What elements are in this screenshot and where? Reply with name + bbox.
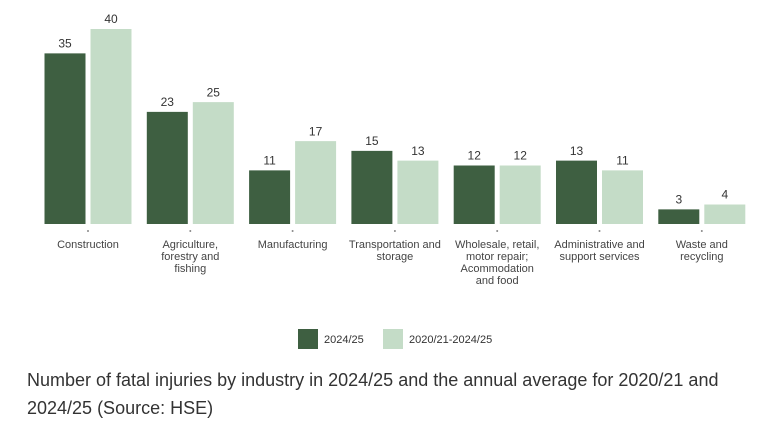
bar xyxy=(192,102,234,224)
bar xyxy=(602,170,643,224)
x-tick-label: Transportation and storage xyxy=(348,239,441,263)
value-label: 12 xyxy=(514,149,528,163)
x-tick-label: Agriculture, forestry and fishing xyxy=(161,239,220,275)
bar xyxy=(556,160,597,224)
value-label: 4 xyxy=(721,188,728,202)
x-tick-label: Construction xyxy=(57,239,119,251)
value-label: 23 xyxy=(161,95,175,109)
value-label: 35 xyxy=(58,37,72,51)
value-label: 12 xyxy=(468,149,482,163)
tick-dot xyxy=(700,230,703,232)
bar xyxy=(351,150,393,224)
legend-label: 2024/25 xyxy=(324,334,364,346)
value-label: 11 xyxy=(616,154,629,168)
value-label: 25 xyxy=(207,85,221,99)
legend-label: 2020/21-2024/25 xyxy=(409,334,492,346)
x-tick-label: Wholesale, retail, motor repair; Acommod… xyxy=(455,239,540,287)
bar xyxy=(146,111,188,224)
caption: Number of fatal injuries by industry in … xyxy=(27,370,719,418)
value-label: 13 xyxy=(411,144,425,158)
x-tick-label: Waste and recycling xyxy=(675,239,728,263)
tick-dot xyxy=(496,230,499,232)
bar xyxy=(397,160,439,224)
tick-dot xyxy=(189,230,192,232)
bar xyxy=(249,170,291,224)
bar xyxy=(704,204,746,224)
value-label: 13 xyxy=(570,144,584,158)
bar xyxy=(90,29,132,224)
bar xyxy=(44,53,86,224)
tick-dot xyxy=(291,230,294,232)
value-label: 15 xyxy=(365,134,379,148)
value-label: 11 xyxy=(263,154,276,168)
legend-swatch xyxy=(298,329,318,349)
bar xyxy=(453,165,495,224)
x-tick-label: Manufacturing xyxy=(257,239,328,251)
bar xyxy=(295,141,337,224)
tick-dot xyxy=(598,230,601,232)
tick-dot xyxy=(393,230,396,232)
value-label: 40 xyxy=(104,12,118,26)
x-tick-label: Administrative and support services xyxy=(554,239,645,263)
value-label: 17 xyxy=(309,124,323,138)
bar xyxy=(499,165,541,224)
bar xyxy=(658,209,700,224)
tick-dot xyxy=(87,230,89,232)
value-label: 3 xyxy=(675,193,682,207)
legend-swatch xyxy=(383,329,403,349)
